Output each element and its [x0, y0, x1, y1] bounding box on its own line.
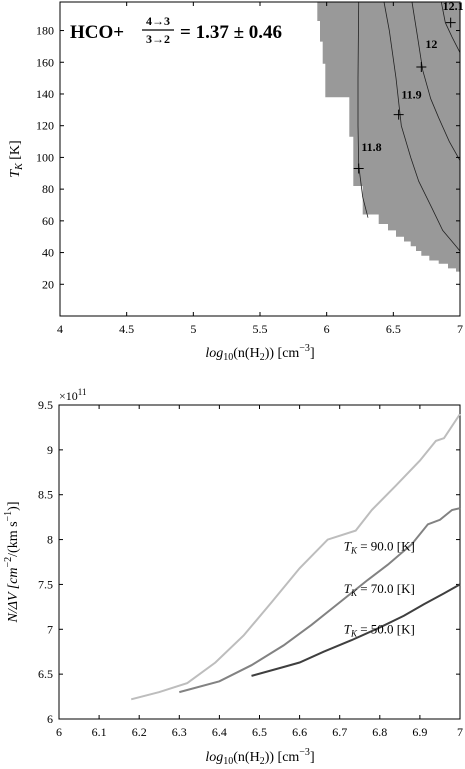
line-y-tick-label: 6.5	[38, 667, 53, 681]
contour-x-tick-label: 7	[457, 322, 463, 336]
contour-y-tick-label: 140	[36, 87, 54, 101]
contour-y-tick-label: 180	[36, 24, 54, 38]
contour-y-ticks: 20 40 60 80 100 120 140 160 180	[36, 24, 460, 291]
series-labels-layer: TK = 90.0 [K] TK = 70.0 [K] TK = 50.0 [K]	[344, 539, 415, 639]
contour-marker-12	[416, 62, 427, 73]
contour-y-tick-label: 80	[42, 182, 54, 196]
line-x-tick-label: 6.4	[212, 725, 227, 739]
line-y-axis-label: N/ΔV [cm−2/(km s−1)]	[3, 501, 21, 623]
line-y-tick-label: 8.5	[38, 488, 53, 502]
line-x-tick-label: 6.8	[372, 725, 387, 739]
column-density-panel: 6 6.1 6.2 6.3 6.4 6.5 6.6 6.7 6.8 6.9 7 6 6.5 7 7.5 8 8…	[3, 387, 463, 767]
contour-x-tick-label: 5.5	[253, 322, 268, 336]
contour-x-tick-label: 5	[190, 322, 196, 336]
line-y-tick-label: 8	[47, 533, 53, 547]
title-molecule: HCO+	[70, 22, 124, 43]
line-x-axis-label: log10(n(H2)) [cm−3]	[205, 747, 314, 767]
series-line-1	[179, 507, 461, 694]
contour-y-tick-label: 100	[36, 150, 54, 164]
title-ratio-numerator: 4→3	[146, 14, 170, 28]
allowed-region	[317, 2, 460, 272]
contour-y-tick-label: 20	[42, 277, 54, 291]
line-x-tick-label: 6.2	[132, 725, 147, 739]
contour-y-tick-label: 60	[42, 214, 54, 228]
line-x-tick-label: 6.1	[92, 725, 107, 739]
line-y-tick-label: 9.5	[38, 398, 53, 412]
title-ratio-denominator: 3→2	[146, 32, 170, 46]
contour-x-axis-label: log10(n(H2)) [cm−3]	[205, 343, 314, 363]
contour-line-12.1	[440, 1, 461, 53]
line-x-ticks: 6 6.1 6.2 6.3 6.4 6.5 6.6 6.7 6.8 6.9 7	[56, 405, 463, 739]
y-multiplier: ×1011	[59, 387, 86, 403]
contour-line-12	[411, 1, 461, 161]
series-lines-layer	[130, 413, 461, 701]
contour-line-11.9	[383, 1, 461, 252]
line-y-tick-label: 7	[47, 622, 53, 636]
series-line-0	[130, 413, 461, 701]
line-x-tick-label: 7	[457, 725, 463, 739]
contour-line-11.8	[357, 1, 369, 218]
line-x-tick-label: 6	[56, 725, 62, 739]
contour-x-tick-label: 6.5	[386, 322, 401, 336]
line-x-tick-label: 6.3	[172, 725, 187, 739]
line-x-tick-label: 6.5	[252, 725, 267, 739]
contour-y-tick-label: 120	[36, 119, 54, 133]
contour-y-tick-label: 40	[42, 246, 54, 260]
line-x-tick-label: 6.9	[412, 725, 427, 739]
line-plot-frame	[58, 404, 461, 720]
series-label-2: TK = 50.0 [K]	[344, 621, 415, 638]
series-label-0: TK = 90.0 [K]	[344, 539, 415, 556]
contour-x-tick-label: 4	[57, 322, 63, 336]
contour-y-tick-label: 160	[36, 55, 54, 69]
contour-title: HCO+ 4→3 3→2 = 1.37 ± 0.46	[70, 14, 282, 46]
line-y-tick-label: 7.5	[38, 577, 53, 591]
contour-label-11.9: 11.9	[401, 88, 421, 102]
contour-x-ticks: 4 4.5 5 5.5 6 6.5 7	[57, 2, 463, 336]
allowed-region-layer	[317, 2, 460, 272]
contour-label-12.1: 12.1	[443, 0, 464, 13]
contour-label-12: 12	[425, 37, 437, 51]
line-x-tick-label: 6.7	[332, 725, 347, 739]
line-y-tick-label: 6	[47, 712, 53, 726]
contour-label-11.8: 11.8	[361, 140, 381, 154]
contour-marker-11.9	[393, 109, 404, 120]
series-line-2	[251, 583, 461, 677]
contour-marker-11.8	[353, 163, 364, 174]
series-label-1: TK = 70.0 [K]	[344, 581, 415, 598]
line-y-ticks: 6 6.5 7 7.5 8 8.5 9 9.5	[38, 398, 460, 726]
contour-marker-12.1	[445, 17, 456, 28]
contour-panel: 11.8 11.9 12 12.1 4 4.5 5 5.5 6 6.5 7 20 40 60 80 100…	[8, 0, 464, 363]
line-x-tick-label: 6.6	[292, 725, 307, 739]
title-ratio-value: = 1.37 ± 0.46	[180, 22, 282, 43]
contour-x-tick-label: 4.5	[119, 322, 134, 336]
contour-y-axis-label: TK [K]	[8, 140, 25, 177]
contour-x-tick-label: 6	[324, 322, 330, 336]
contour-lines-layer: 11.8 11.9 12 12.1	[353, 0, 464, 252]
line-y-tick-label: 9	[47, 443, 53, 457]
